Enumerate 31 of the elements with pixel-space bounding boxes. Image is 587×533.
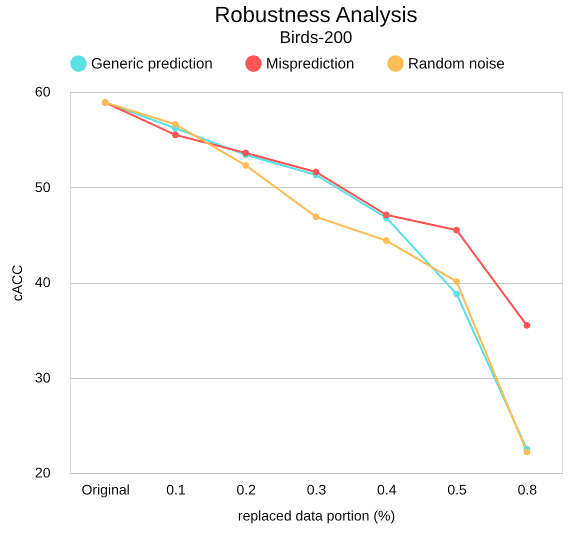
- y-tick-label: 20: [34, 464, 51, 480]
- x-tick-label: 0.3: [306, 482, 326, 498]
- point: [172, 121, 179, 128]
- y-tick-label: 30: [34, 369, 51, 386]
- point: [453, 226, 460, 234]
- y-tick-label: 60: [34, 84, 51, 100]
- point: [453, 278, 460, 285]
- point: [312, 168, 320, 176]
- x-axis-title: replaced data portion (%): [238, 508, 396, 524]
- legend-label: Generic prediction: [91, 56, 213, 73]
- point: [524, 322, 530, 329]
- x-tick-label: 0.4: [377, 482, 397, 498]
- legend-label: Misprediction: [266, 56, 354, 73]
- legend-label: Random noise: [408, 56, 505, 73]
- x-tick-label: 0.8: [518, 482, 538, 498]
- y-tick-label: 50: [34, 178, 51, 195]
- point: [382, 237, 390, 244]
- x-tick-label: 0.1: [166, 482, 186, 498]
- x-tick-label: 0.2: [236, 482, 256, 498]
- x-tick-label: 0.5: [447, 482, 468, 498]
- y-axis-title: cACC: [8, 264, 25, 302]
- point: [242, 162, 250, 169]
- point: [312, 213, 320, 220]
- x-tick-label: Original: [82, 482, 130, 498]
- point: [172, 132, 179, 138]
- point: [453, 290, 460, 298]
- point: [382, 212, 390, 218]
- chart-title: Robustness Analysis: [214, 2, 418, 27]
- chart-subtitle: Birds-200: [280, 28, 352, 47]
- point: [524, 448, 530, 456]
- y-tick-label: 40: [34, 274, 51, 290]
